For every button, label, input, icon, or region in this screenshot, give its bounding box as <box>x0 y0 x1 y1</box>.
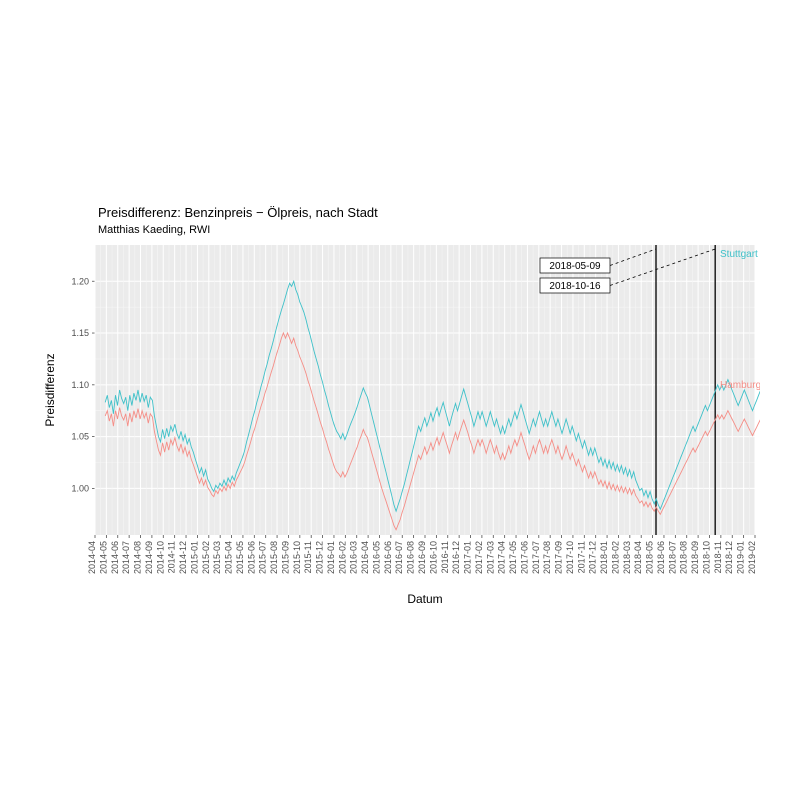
xtick-label: 2016-11 <box>440 541 450 573</box>
xtick-label: 2016-04 <box>360 541 370 574</box>
chart-container: 1.001.051.101.151.202014-042014-052014-0… <box>40 200 760 620</box>
xtick-label: 2018-12 <box>724 541 734 574</box>
xtick-label: 2017-11 <box>576 541 586 573</box>
xtick-label: 2018-03 <box>622 541 632 574</box>
xtick-label: 2017-03 <box>485 541 495 574</box>
xtick-label: 2014-09 <box>144 541 154 574</box>
xtick-label: 2016-05 <box>371 541 381 574</box>
xtick-label: 2015-11 <box>303 541 313 573</box>
xtick-label: 2015-09 <box>280 541 290 574</box>
xtick-label: 2017-01 <box>463 541 473 574</box>
xtick-label: 2015-04 <box>224 541 234 574</box>
xtick-label: 2017-10 <box>565 541 575 574</box>
xtick-label: 2017-05 <box>508 541 518 574</box>
xtick-label: 2016-02 <box>337 541 347 574</box>
xtick-label: 2018-05 <box>645 541 655 574</box>
xtick-label: 2017-07 <box>531 541 541 574</box>
chart-svg: 1.001.051.101.151.202014-042014-052014-0… <box>40 200 760 620</box>
xtick-label: 2015-05 <box>235 541 245 574</box>
xtick-label: 2018-08 <box>679 541 689 574</box>
xtick-label: 2016-03 <box>349 541 359 574</box>
xtick-label: 2018-11 <box>713 541 723 573</box>
ytick-label: 1.20 <box>71 276 89 286</box>
xtick-label: 2014-12 <box>178 541 188 574</box>
ytick-label: 1.05 <box>71 432 89 442</box>
xtick-label: 2015-01 <box>189 541 199 574</box>
xtick-label: 2017-02 <box>474 541 484 574</box>
chart-subtitle: Matthias Kaeding, RWI <box>98 224 210 236</box>
xtick-label: 2018-06 <box>656 541 666 574</box>
xtick-label: 2015-03 <box>212 541 222 574</box>
xtick-label: 2018-10 <box>701 541 711 574</box>
xtick-label: 2015-07 <box>258 541 268 574</box>
xtick-label: 2018-09 <box>690 541 700 574</box>
ytick-label: 1.10 <box>71 380 89 390</box>
xtick-label: 2018-04 <box>633 541 643 574</box>
xtick-label: 2016-08 <box>406 541 416 574</box>
xtick-label: 2016-01 <box>326 541 336 574</box>
xtick-label: 2018-01 <box>599 541 609 574</box>
xtick-label: 2016-07 <box>394 541 404 574</box>
y-axis-label: Preisdifferenz <box>43 353 57 426</box>
xtick-label: 2019-01 <box>736 541 746 574</box>
xtick-label: 2017-06 <box>519 541 529 574</box>
xtick-label: 2014-06 <box>110 541 120 574</box>
series-label-stuttgart: Stuttgart <box>720 249 758 260</box>
annotation-label: 2018-05-09 <box>549 261 601 272</box>
xtick-label: 2015-12 <box>315 541 325 574</box>
xtick-label: 2014-05 <box>98 541 108 574</box>
xtick-label: 2015-02 <box>201 541 211 574</box>
xtick-label: 2017-12 <box>588 541 598 574</box>
xtick-label: 2015-10 <box>292 541 302 574</box>
ytick-label: 1.15 <box>71 328 89 338</box>
xtick-label: 2017-08 <box>542 541 552 574</box>
series-label-hamburg: Hamburg <box>720 380 760 391</box>
xtick-label: 2018-02 <box>610 541 620 574</box>
xtick-label: 2018-07 <box>667 541 677 574</box>
xtick-label: 2014-07 <box>121 541 131 574</box>
chart-title: Preisdifferenz: Benzinpreis − Ölpreis, n… <box>98 205 378 220</box>
xtick-label: 2016-06 <box>383 541 393 574</box>
xtick-label: 2017-09 <box>554 541 564 574</box>
xtick-label: 2019-02 <box>747 541 757 574</box>
xtick-label: 2016-12 <box>451 541 461 574</box>
xtick-label: 2014-11 <box>167 541 177 573</box>
xtick-label: 2016-09 <box>417 541 427 574</box>
xtick-label: 2015-08 <box>269 541 279 574</box>
annotation-label: 2018-10-16 <box>549 281 601 292</box>
xtick-label: 2016-10 <box>428 541 438 574</box>
xtick-label: 2017-04 <box>497 541 507 574</box>
xtick-label: 2015-06 <box>246 541 256 574</box>
xtick-label: 2014-10 <box>155 541 165 574</box>
xtick-label: 2014-08 <box>133 541 143 574</box>
ytick-label: 1.00 <box>71 483 89 493</box>
xtick-label: 2014-04 <box>87 541 97 574</box>
x-axis-label: Datum <box>407 592 442 606</box>
